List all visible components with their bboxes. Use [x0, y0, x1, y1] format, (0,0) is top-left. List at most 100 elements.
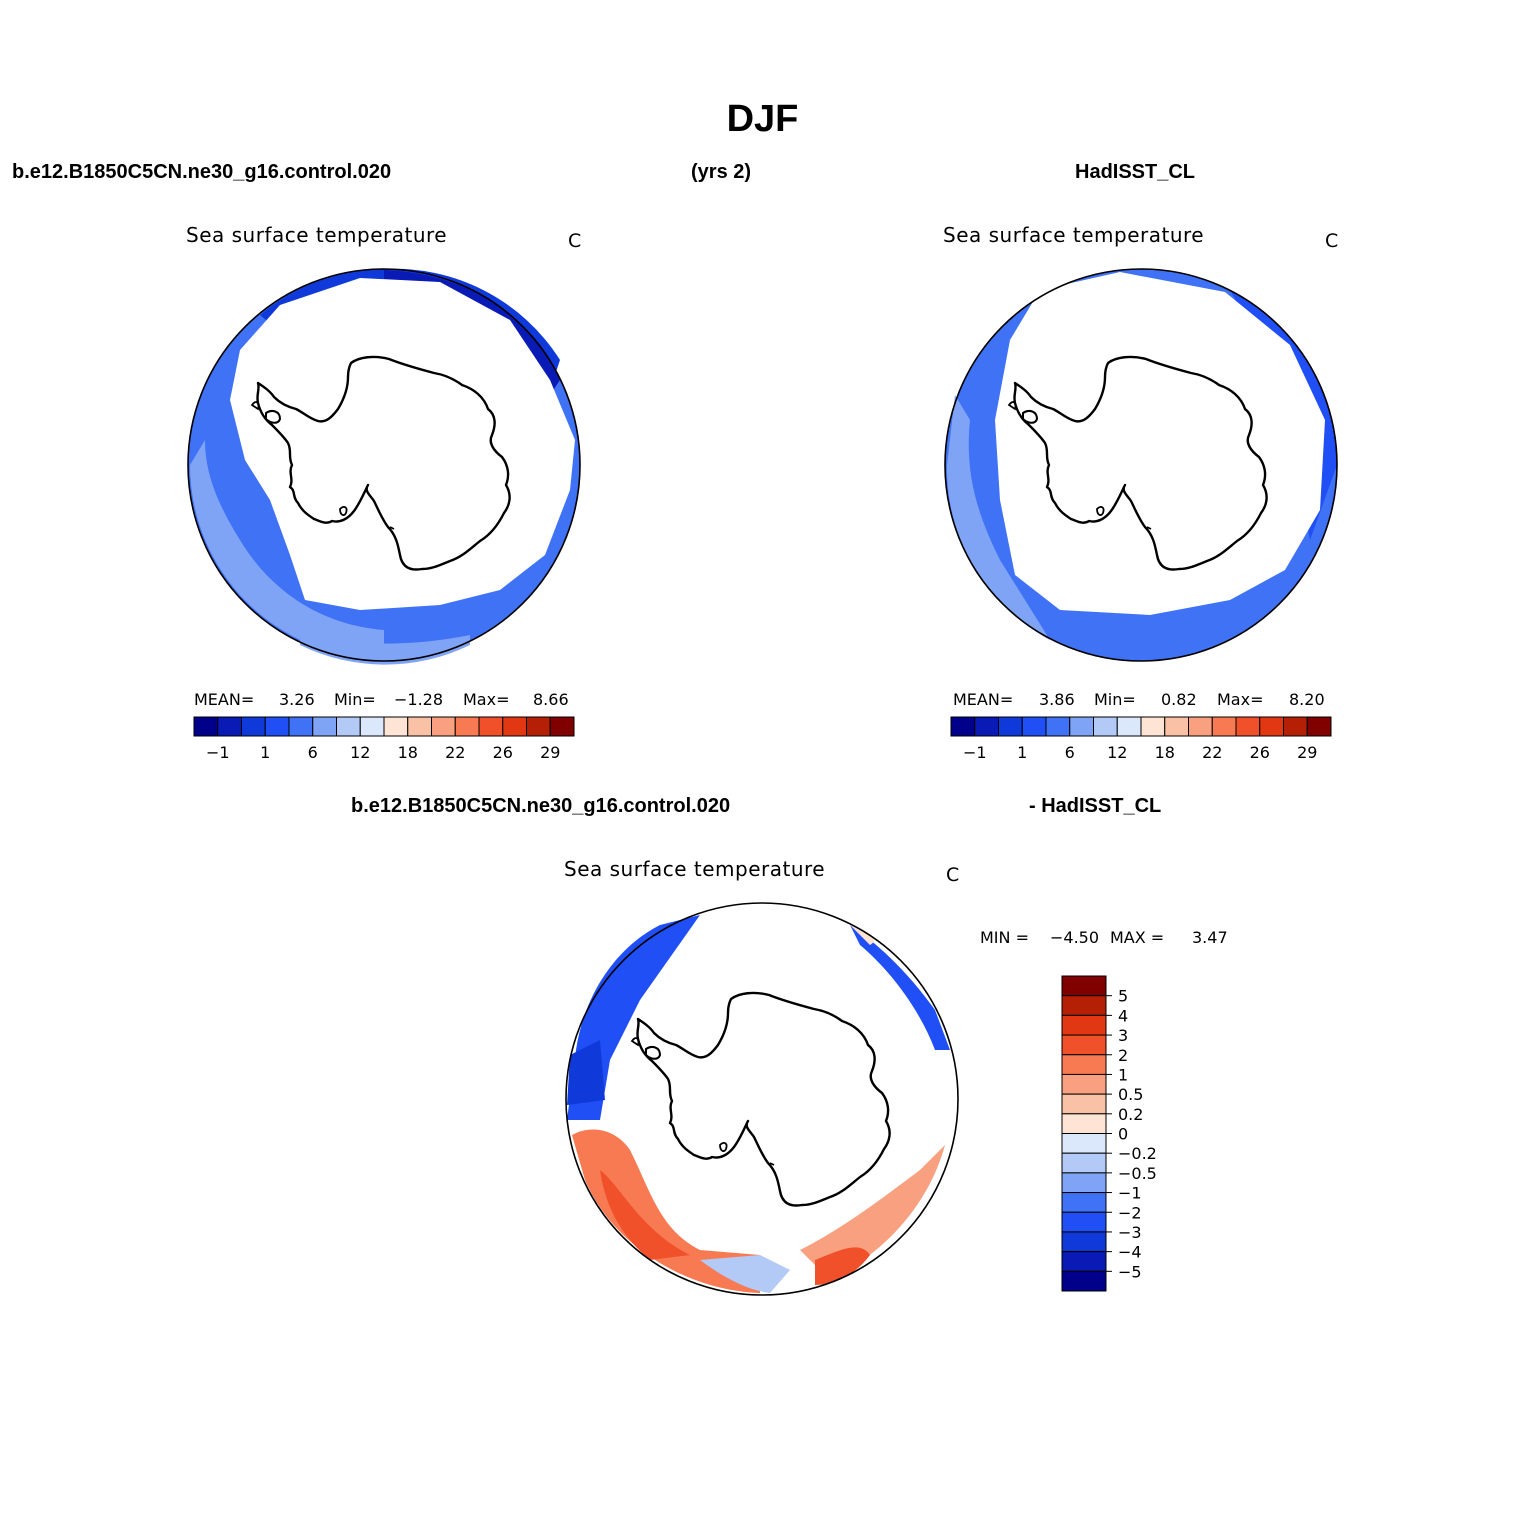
colorbar-obs-swatch — [1069, 716, 1094, 737]
panel-model-title: Sea surface temperature — [186, 223, 448, 247]
colorbar-diff-swatch — [1061, 1054, 1107, 1075]
colorbar-obs-swatch — [1188, 716, 1213, 737]
top-header-center: (yrs 2) — [691, 161, 752, 183]
panel-obs-min-label: Min= — [1094, 690, 1136, 709]
colorbar-diff-tick-label: 2 — [1118, 1046, 1128, 1065]
colorbar-obs-tick-label: 1 — [1017, 743, 1027, 762]
colorbar-diff-swatch — [1061, 1270, 1107, 1292]
colorbar-model-swatch — [502, 716, 527, 737]
colorbar-model-tick-label: 12 — [350, 743, 370, 762]
colorbar-diff-swatch — [1061, 1133, 1107, 1154]
colorbar-obs-swatch — [1211, 716, 1237, 737]
map-diff-south-warm — [572, 1129, 760, 1293]
colorbar-model-tick-label: −1 — [206, 743, 230, 762]
colorbar-model-tick-label: 26 — [493, 743, 513, 762]
panel-model-min: −1.28 — [394, 690, 444, 709]
panel-obs-units: C — [1325, 230, 1339, 252]
colorbar-model-swatch — [241, 716, 266, 737]
colorbar-diff-tick-label: 4 — [1118, 1006, 1128, 1025]
panel-diff-min-label: MIN = — [980, 928, 1029, 947]
map-diff-background — [566, 903, 958, 1295]
colorbar-diff-swatch — [1061, 1152, 1107, 1174]
map-diff-east-cold — [850, 925, 950, 1050]
colorbar-diff-tick-label: −5 — [1118, 1262, 1142, 1281]
colorbar-diff-tick-label: 0.2 — [1118, 1105, 1143, 1124]
panel-obs-title: Sea surface temperature — [943, 223, 1205, 247]
panel-model-max: 8.66 — [533, 690, 569, 709]
panel-model-max-label: Max= — [463, 690, 510, 709]
colorbar-diff-swatch — [1061, 995, 1107, 1016]
map-obs-border — [944, 268, 1338, 662]
colorbar-model-tick-label: 22 — [445, 743, 465, 762]
colorbar-obs-swatch — [1306, 716, 1332, 737]
bottom-header-right: - HadISST_CL — [1029, 795, 1162, 817]
colorbar-diff-swatch — [1061, 1093, 1107, 1115]
panel-diff-max-label: MAX = — [1110, 928, 1165, 947]
colorbar-diff-tick-label: −0.2 — [1118, 1144, 1157, 1163]
colorbar-obs-swatch — [1140, 716, 1166, 737]
colorbar-obs-swatch — [998, 716, 1023, 737]
colorbar-obs-tick-label: 29 — [1297, 743, 1317, 762]
panel-obs-max: 8.20 — [1289, 690, 1325, 709]
panel-model-mean: 3.26 — [279, 690, 315, 709]
colorbar-model-swatch — [407, 716, 432, 737]
panel-diff-title: Sea surface temperature — [564, 857, 826, 881]
colorbar-model-swatch — [217, 716, 242, 737]
colorbar-model-swatch — [336, 716, 361, 737]
colorbar-diff-tick-label: −4 — [1118, 1243, 1142, 1262]
colorbar-model-swatch — [264, 716, 290, 737]
map-diff-south-hot — [600, 1170, 690, 1260]
top-header-left: b.e12.B1850C5CN.ne30_g16.control.020 — [12, 161, 392, 183]
colorbar-model-tick-label: 29 — [540, 743, 560, 762]
colorbar-model-tick-label: 18 — [398, 743, 418, 762]
colorbar-diff-tick-label: −1 — [1118, 1184, 1142, 1203]
map-diff-southeast-hot — [815, 1247, 870, 1285]
colorbar-diff-tick-label: −0.5 — [1118, 1164, 1157, 1183]
colorbar-diff-swatch — [1061, 1192, 1107, 1213]
map-model — [187, 268, 581, 665]
panel-obs-min: 0.82 — [1161, 690, 1197, 709]
panel-diff-min: −4.50 — [1050, 928, 1100, 947]
colorbar-model-swatch — [312, 716, 337, 737]
colorbar-obs-swatch — [974, 716, 999, 737]
colorbar-model-swatch — [478, 716, 504, 737]
panel-obs-mean-label: MEAN= — [953, 690, 1014, 709]
map-diff-northeast-warm — [850, 925, 874, 945]
colorbar-diff-tick-label: −3 — [1118, 1223, 1142, 1242]
colorbar-model-swatch — [549, 716, 575, 737]
top-header-right: HadISST_CL — [1075, 161, 1196, 183]
colorbar-model-swatch — [193, 716, 219, 737]
colorbar-model-swatch — [526, 716, 551, 737]
map-model-warm-band — [190, 440, 384, 659]
colorbar-obs-swatch — [950, 716, 976, 737]
map-model-border — [187, 268, 581, 662]
colorbar-diff-tick-label: 3 — [1118, 1026, 1128, 1045]
colorbar-obs-tick-label: 12 — [1107, 743, 1127, 762]
colorbar-obs-swatch — [1164, 716, 1189, 737]
colorbar-diff-tick-label: 0 — [1118, 1125, 1128, 1144]
colorbar-obs-swatch — [1116, 716, 1142, 737]
panel-diff-max: 3.47 — [1192, 928, 1228, 947]
map-obs — [944, 268, 1338, 662]
colorbar-diff-swatch — [1061, 1034, 1107, 1056]
colorbar-obs: −1 1 6 12 18 22 26 29 — [950, 716, 1332, 762]
colorbar-obs-swatch — [1093, 716, 1118, 737]
colorbar-diff-tick-label: −2 — [1118, 1203, 1142, 1222]
colorbar-model-swatch — [383, 716, 409, 737]
page-title: DJF — [726, 98, 799, 140]
colorbar-diff-swatch — [1061, 1211, 1107, 1233]
colorbar-model-swatch — [454, 716, 480, 737]
colorbar-model-swatch — [359, 716, 385, 737]
colorbar-obs-tick-label: 18 — [1155, 743, 1175, 762]
map-diff-border — [565, 902, 959, 1296]
colorbar-diff-swatch — [1061, 1073, 1107, 1095]
map-diff-south-cool — [700, 1255, 790, 1293]
colorbar-diff-tick-label: 5 — [1118, 987, 1128, 1006]
panel-model-units: C — [568, 230, 582, 252]
colorbar-diff-swatch — [1061, 975, 1107, 997]
colorbar-obs-swatch — [1259, 716, 1284, 737]
bottom-header-left: b.e12.B1850C5CN.ne30_g16.control.020 — [351, 795, 731, 817]
map-diff-west-coldest — [567, 1040, 605, 1105]
panel-model-min-label: Min= — [334, 690, 376, 709]
